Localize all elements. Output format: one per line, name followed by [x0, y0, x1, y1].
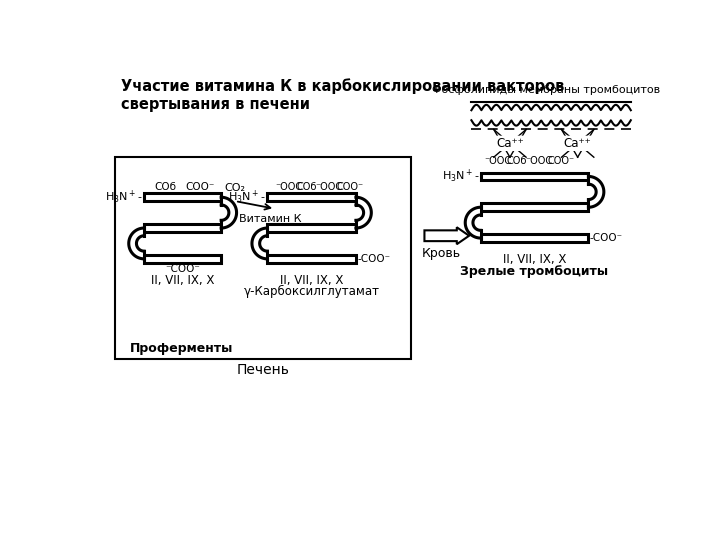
Text: II, VII, IX, X: II, VII, IX, X [280, 274, 343, 287]
Polygon shape [588, 177, 604, 207]
Polygon shape [356, 197, 372, 228]
FancyArrow shape [425, 227, 469, 244]
Polygon shape [129, 228, 144, 259]
Bar [481, 173, 588, 180]
Bar [144, 224, 221, 232]
Text: ⁻OOC: ⁻OOC [275, 182, 302, 192]
Polygon shape [252, 228, 267, 259]
Text: II, VII, IX, X: II, VII, IX, X [503, 253, 566, 266]
Text: Печень: Печень [236, 363, 289, 377]
Text: ⁻COO⁻: ⁻COO⁻ [165, 264, 200, 274]
Text: H$_3$N$^+$-: H$_3$N$^+$- [228, 188, 266, 206]
Text: Зрелые тромбоциты: Зрелые тромбоциты [461, 265, 608, 278]
Text: -COO⁻: -COO⁻ [357, 254, 390, 264]
Text: CO₂: CO₂ [225, 184, 246, 193]
Bar [144, 255, 221, 262]
Text: Участие витамина К в карбокислировании вакторов
свертывания в печени: Участие витамина К в карбокислировании в… [121, 79, 564, 112]
Text: ⁻OOC: ⁻OOC [315, 182, 342, 192]
Text: COO⁻: COO⁻ [548, 157, 575, 166]
Text: H$_3$N$^+$-: H$_3$N$^+$- [105, 188, 143, 206]
Text: ⁻OOC: ⁻OOC [485, 157, 512, 166]
Text: Ca⁺⁺: Ca⁺⁺ [564, 137, 592, 150]
Text: γ-Карбоксилглутамат: γ-Карбоксилглутамат [243, 286, 379, 299]
Text: -COO⁻: -COO⁻ [590, 233, 623, 243]
Text: H$_3$N$^+$-: H$_3$N$^+$- [441, 168, 479, 185]
Polygon shape [465, 207, 481, 238]
Text: Фосфолипиды мембраны тромбоцитов: Фосфолипиды мембраны тромбоцитов [432, 85, 660, 95]
Bar [115, 157, 411, 359]
Text: Проферменты: Проферменты [130, 342, 234, 355]
Bar [267, 224, 356, 232]
Text: Кровь: Кровь [422, 247, 461, 260]
Bar [144, 193, 221, 201]
Text: COб: COб [297, 182, 317, 192]
Text: ⁻OOC: ⁻OOC [526, 157, 552, 166]
Text: COO⁻: COO⁻ [185, 182, 215, 192]
Polygon shape [221, 197, 237, 228]
Text: COб: COб [155, 182, 176, 192]
Text: Витамин К: Витамин К [239, 214, 302, 224]
Bar [481, 234, 588, 242]
Bar [267, 193, 356, 201]
Bar [267, 255, 356, 262]
Text: COO⁻: COO⁻ [337, 182, 364, 192]
Text: II, VII, IX, X: II, VII, IX, X [151, 274, 215, 287]
Text: COб: COб [506, 157, 526, 166]
Text: Ca⁺⁺: Ca⁺⁺ [496, 137, 523, 150]
Bar [481, 204, 588, 211]
